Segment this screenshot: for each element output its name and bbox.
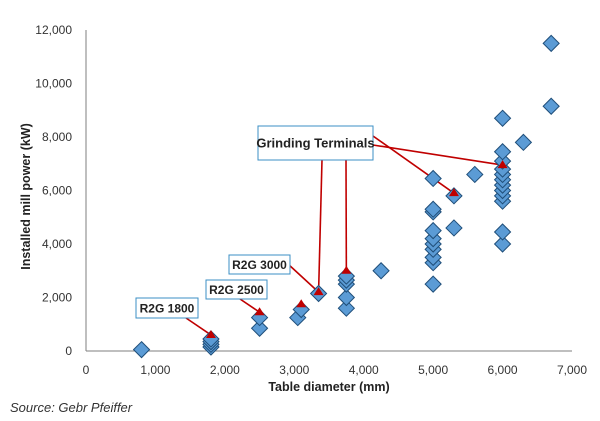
annotation-label: Grinding Terminals: [256, 136, 374, 151]
y-axis-title: Installed mill power (kW): [19, 123, 33, 270]
data-point-diamond: [493, 223, 512, 241]
data-point-diamond: [337, 288, 356, 307]
x-tick-label: 2,000: [210, 363, 240, 377]
x-tick-label: 1,000: [140, 363, 170, 377]
data-point-diamond: [445, 219, 463, 237]
data-point-diamond: [466, 165, 484, 184]
data-point-diamond: [424, 221, 442, 240]
highlighted-point-marker: [341, 265, 352, 274]
data-point-diamond: [202, 330, 220, 348]
data-point-diamond: [424, 169, 442, 188]
annotation-leader-line: [372, 135, 455, 194]
annotation-leader-line: [239, 298, 261, 313]
annotation-box: [257, 125, 374, 161]
data-point-diamond: [250, 308, 269, 327]
data-point-diamond: [493, 143, 512, 161]
annotation-box: [205, 279, 268, 300]
y-tick-label: 12,000: [35, 23, 72, 37]
annotation-box: [228, 254, 291, 275]
highlighted-point-marker: [448, 188, 459, 197]
x-tick-labels: 0 1,000 2,000 3,000 4,000 5,000 6,000 7,000: [83, 363, 588, 377]
axes: [85, 30, 572, 352]
data-point-diamond: [337, 299, 356, 317]
data-point-diamond: [493, 109, 512, 127]
x-tick-label: 3,000: [279, 363, 309, 377]
highlighted-point-marker: [254, 307, 265, 316]
y-tick-label: 4,000: [42, 237, 72, 251]
annotation-label: R2G 1800: [140, 302, 195, 316]
annotation-callouts: R2G 1800 R2G 2500 R2G 3000 Grinding Termina…: [135, 125, 375, 319]
annotation-box: [135, 297, 199, 319]
data-point-diamond: [493, 235, 512, 253]
data-point-diamond: [514, 133, 533, 152]
x-tick-label: 6,000: [488, 363, 518, 377]
annotation-leader-line: [317, 159, 323, 293]
annotation-label: R2G 3000: [232, 258, 287, 272]
y-tick-label: 2,000: [42, 291, 72, 305]
x-tick-label: 7,000: [557, 363, 587, 377]
highlighted-point-marker: [205, 329, 216, 338]
highlighted-point-marker: [296, 299, 307, 308]
highlighted-point-marker: [313, 287, 324, 296]
data-point-diamond: [424, 200, 442, 218]
data-point-diamond: [250, 319, 269, 337]
x-tick-label: 0: [83, 363, 90, 377]
annotation-leader-lines: [185, 135, 503, 336]
annotation-leader-line: [287, 263, 320, 293]
y-tick-label: 0: [65, 344, 72, 358]
y-tick-label: 6,000: [42, 184, 72, 198]
data-point-diamond: [292, 300, 310, 319]
y-tick-label: 10,000: [35, 77, 72, 91]
x-tick-label: 5,000: [418, 363, 448, 377]
annotation-leader-line: [372, 144, 503, 166]
y-tick-label: 8,000: [42, 130, 72, 144]
annotation-leader-line: [185, 317, 212, 336]
annotation-label: R2G 2500: [209, 283, 264, 297]
x-tick-label: 4,000: [349, 363, 379, 377]
highlighted-point-marker: [497, 160, 508, 169]
data-point-diamond: [542, 97, 560, 115]
data-point-diamond: [132, 340, 151, 359]
highlighted-points: [205, 160, 508, 338]
data-point-diamond: [337, 267, 356, 285]
source-note: Source: Gebr Pfeiffer: [10, 400, 133, 415]
data-point-diamond: [424, 275, 442, 293]
data-point-diamond: [372, 262, 390, 280]
data-point-diamond: [542, 34, 560, 53]
x-axis-title: Table diameter (mm): [268, 380, 389, 394]
y-tick-labels: 0 2,000 4,000 6,000 8,000 10,000 12,000: [35, 23, 72, 358]
data-points: [132, 34, 560, 359]
